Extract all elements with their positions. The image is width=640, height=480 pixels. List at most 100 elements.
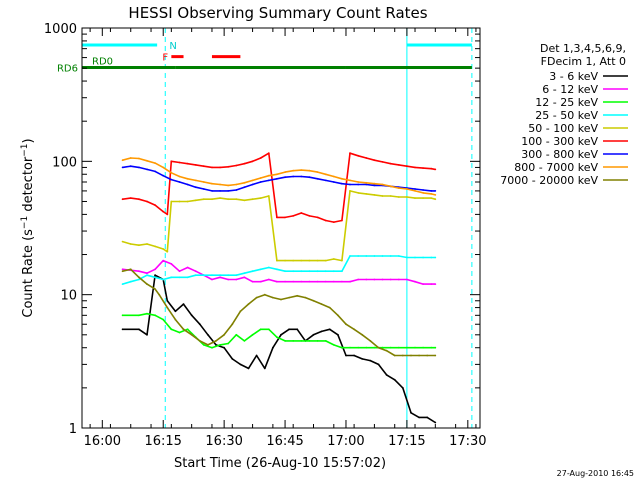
series-4-point-22 <box>292 259 295 262</box>
series-7-point-17 <box>259 177 262 179</box>
series-7-point-37 <box>422 192 424 194</box>
series-5-point-24 <box>308 215 311 217</box>
series-6-point-17 <box>259 181 262 183</box>
series-2-point-26 <box>341 346 343 349</box>
series-2-point-18 <box>276 336 278 339</box>
series-8-point-9 <box>190 333 193 336</box>
series-7-point-31 <box>373 182 376 185</box>
series-2-point-35 <box>414 346 416 349</box>
series-5-point-33 <box>381 161 384 163</box>
series-6-point-12 <box>219 190 222 192</box>
series-0-point-16 <box>255 354 258 357</box>
series-6-point-14 <box>235 189 238 191</box>
series-1-point-21 <box>300 280 303 283</box>
state-bars: FN RD0 RD6 <box>57 41 472 75</box>
series-3-point-17 <box>259 268 262 271</box>
series-5-point-0 <box>121 198 124 201</box>
series-5-point-20 <box>276 216 278 219</box>
series-5-point-23 <box>300 212 303 214</box>
x-tick-label-2: 16:30 <box>205 434 242 449</box>
series-1-point-1 <box>138 270 140 273</box>
series-1-point-29 <box>365 278 368 281</box>
y-tick-label-1: 10 <box>60 289 77 304</box>
series-2-point-19 <box>284 340 286 342</box>
series-3-point-19 <box>276 268 278 271</box>
axes: 16:00 16:15 16:30 16:45 17:00 17:15 17:30 1 10 10… <box>44 22 487 449</box>
series-0-point-3 <box>154 274 157 277</box>
series-5-point-15 <box>235 164 238 167</box>
x-tick-label-6: 17:30 <box>449 434 486 449</box>
series-7-point-32 <box>381 183 384 186</box>
series-1-point-2 <box>146 272 148 275</box>
series-3-point-15 <box>243 272 246 275</box>
series-2-point-22 <box>308 340 311 342</box>
series-7-point-11 <box>211 182 213 185</box>
series-7-point-39 <box>434 194 437 196</box>
series-8-point-26 <box>328 306 331 309</box>
series-1-point-13 <box>235 278 238 281</box>
series-7-point-26 <box>332 175 335 178</box>
series-0-point-9 <box>198 323 201 326</box>
legend-entry-label-3: 25 - 50 keV <box>535 109 598 122</box>
series-5-point-8 <box>178 161 181 164</box>
series-7-point-35 <box>406 188 408 190</box>
series-6-point-24 <box>316 177 319 180</box>
series-7-point-2 <box>138 157 140 160</box>
series-3-point-34 <box>397 255 400 257</box>
series-2-point-2 <box>146 312 148 315</box>
series-2-point-16 <box>259 328 262 331</box>
series-7-point-22 <box>300 169 303 172</box>
legend-entry-label-4: 50 - 100 keV <box>528 122 598 135</box>
state-label-rd6: RD6 <box>57 64 78 75</box>
series-5-point-38 <box>422 167 424 170</box>
series-8-point-19 <box>272 296 274 299</box>
series-2-point-27 <box>349 346 351 349</box>
series-6-point-7 <box>178 181 181 183</box>
series-2-point-3 <box>154 314 157 317</box>
series-6-point-15 <box>243 186 246 189</box>
series-6-point-25 <box>324 179 327 182</box>
series-4-point-18 <box>259 197 262 200</box>
series-6-point-30 <box>365 183 368 186</box>
series-3-point-36 <box>414 256 416 259</box>
series-4-point-11 <box>202 198 205 201</box>
series-8-point-16 <box>247 303 250 305</box>
series-8-point-27 <box>337 314 339 317</box>
series-0-point-14 <box>239 363 242 366</box>
series-1-point-28 <box>357 278 360 281</box>
series-3-point-10 <box>202 274 205 277</box>
series-2-point-17 <box>267 328 270 331</box>
series-4-point-39 <box>430 197 433 200</box>
series-4-point-7 <box>170 200 173 203</box>
series-6-point-3 <box>146 168 148 171</box>
series-8-point-13 <box>223 333 226 336</box>
series-1-point-30 <box>373 278 376 281</box>
series-5-point-26 <box>324 219 327 222</box>
series-0-point-17 <box>263 367 266 370</box>
series-1-point-31 <box>381 278 384 281</box>
y-axis-label-main: Count Rate (s <box>21 229 36 318</box>
series-7-point-29 <box>357 181 360 183</box>
series-4-point-30 <box>357 192 360 194</box>
series-5-point-30 <box>357 154 360 157</box>
series-0-point-36 <box>418 416 420 419</box>
series-5-point-22 <box>292 215 295 217</box>
series-5-point-2 <box>138 198 140 201</box>
x-tick-label-4: 17:00 <box>327 434 364 449</box>
series-5-point-19 <box>267 152 270 155</box>
series-5-point-29 <box>349 152 351 155</box>
series-4-point-1 <box>129 243 132 245</box>
series-5-point-12 <box>211 166 213 169</box>
series-5-point-18 <box>259 157 262 159</box>
x-tick-label-5: 17:15 <box>388 434 425 449</box>
series-7-point-23 <box>308 169 311 172</box>
series-3-point-38 <box>430 256 433 259</box>
series-3-point-7 <box>178 276 181 279</box>
series-8-point-29 <box>353 328 355 331</box>
series-3-point-14 <box>235 274 238 277</box>
series-line-8 <box>122 268 436 357</box>
series-2-point-36 <box>422 346 424 349</box>
series-2-point-0 <box>121 314 124 317</box>
series-2-point-11 <box>219 344 222 346</box>
series-2-point-23 <box>316 340 319 342</box>
